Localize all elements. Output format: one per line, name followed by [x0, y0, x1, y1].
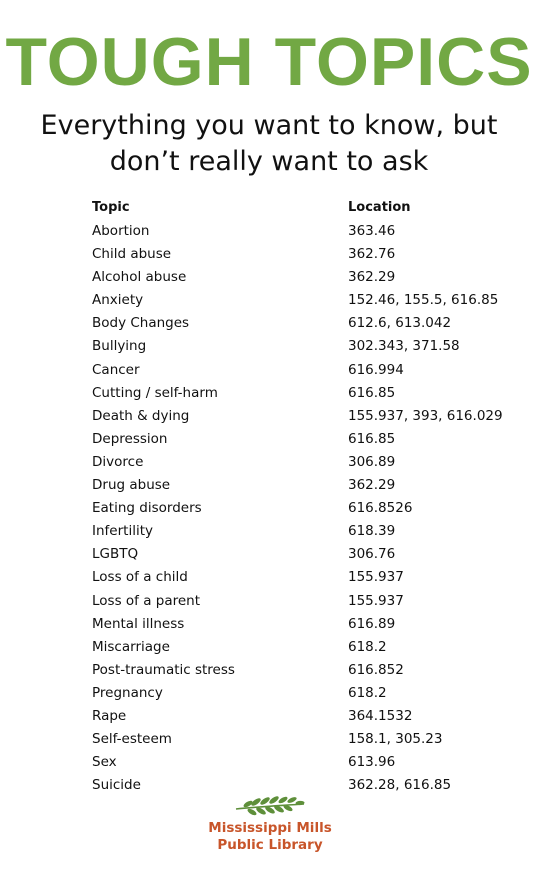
- table-row: Miscarriage 618.2: [92, 636, 512, 659]
- topic-cell: Child abuse: [92, 246, 172, 263]
- topic-cell: Divorce: [92, 453, 144, 470]
- topic-cell: LGBTQ: [92, 546, 139, 563]
- table-row: Death & dying 155.937, 393, 616.029: [92, 405, 512, 428]
- table-row: Infertility 618.39: [92, 520, 512, 543]
- topic-cell: Miscarriage: [92, 638, 170, 655]
- library-name-line-2: Public Library: [217, 837, 323, 853]
- table-row: Child abuse 362.76: [92, 243, 512, 266]
- location-cell: 302.343, 371.58: [348, 338, 460, 355]
- table-row: Self-esteem 158.1, 305.23: [92, 728, 512, 751]
- table-row: Loss of a child 155.937: [92, 566, 512, 589]
- table-row: Drug abuse 362.29: [92, 474, 512, 497]
- table-row: Suicide 362.28, 616.85: [92, 774, 512, 797]
- location-cell: 616.89: [348, 615, 396, 632]
- table-row: Alcohol abuse 362.29: [92, 266, 512, 289]
- location-cell: 364.1532: [348, 707, 413, 724]
- location-cell: 618.2: [348, 638, 387, 655]
- location-cell: 362.29: [348, 269, 396, 286]
- table-row: Anxiety 152.46, 155.5, 616.85: [92, 289, 512, 312]
- topic-cell: Depression: [92, 430, 168, 447]
- leaf-branch-icon: [235, 796, 305, 816]
- subtitle: Everything you want to know, but don’t r…: [20, 108, 518, 180]
- subtitle-line-1: Everything you want to know, but: [40, 110, 498, 141]
- table-row: Post-traumatic stress 616.852: [92, 659, 512, 682]
- topic-cell: Sex: [92, 754, 117, 771]
- location-cell: 155.937, 393, 616.029: [348, 407, 503, 424]
- location-cell: 362.76: [348, 246, 396, 263]
- location-cell: 616.852: [348, 661, 404, 678]
- table-row: Bullying 302.343, 371.58: [92, 335, 512, 358]
- topic-cell: Drug abuse: [92, 477, 171, 494]
- library-logo: Mississippi Mills Public Library: [190, 796, 350, 860]
- table-row: Divorce 306.89: [92, 451, 512, 474]
- topic-cell: Cutting / self-harm: [92, 384, 218, 401]
- location-cell: 363.46: [348, 223, 396, 239]
- location-cell: 616.85: [348, 384, 396, 401]
- location-cell: 362.29: [348, 477, 396, 494]
- topic-cell: Loss of a parent: [92, 592, 201, 609]
- table-row: Sex 613.96: [92, 751, 512, 774]
- location-cell: 158.1, 305.23: [348, 731, 443, 748]
- table-body: Abortion 363.46 Child abuse 362.76 Alcohol a…: [92, 220, 512, 797]
- topic-cell: Eating disorders: [92, 500, 202, 517]
- topic-cell: Bullying: [92, 338, 147, 355]
- location-cell: 616.8526: [348, 500, 413, 517]
- location-cell: 152.46, 155.5, 616.85: [348, 292, 499, 309]
- topic-cell: Body Changes: [92, 315, 190, 332]
- location-cell: 362.28, 616.85: [348, 777, 452, 794]
- location-cell: 613.96: [348, 754, 396, 771]
- table-row: Pregnancy 618.2: [92, 682, 512, 705]
- library-name: Mississippi Mills Public Library: [190, 820, 350, 854]
- page-title: TOUGH TOPICS: [5, 24, 533, 100]
- table-row: Abortion 363.46: [92, 220, 512, 243]
- table-row: Loss of a parent 155.937: [92, 590, 512, 613]
- location-cell: 155.937: [348, 592, 404, 609]
- table-row: Eating disorders 616.8526: [92, 497, 512, 520]
- table-header-row: Topic Location: [92, 196, 512, 220]
- topic-cell: Alcohol abuse: [92, 269, 187, 286]
- topic-cell: Suicide: [92, 777, 141, 794]
- location-cell: 618.2: [348, 684, 387, 701]
- subtitle-line-2: don’t really want to ask: [109, 146, 429, 177]
- topics-table: Topic Location Abortion 363.46 Child abuse…: [92, 196, 512, 797]
- topic-cell: Abortion: [92, 223, 150, 239]
- topic-cell: Mental illness: [92, 615, 185, 632]
- topic-cell: Rape: [92, 707, 127, 724]
- location-cell: 612.6, 613.042: [348, 315, 452, 332]
- topic-cell: Loss of a child: [92, 569, 188, 586]
- table-row: LGBTQ 306.76: [92, 543, 512, 566]
- header-location: Location: [348, 200, 411, 215]
- table-row: Mental illness 616.89: [92, 613, 512, 636]
- topic-cell: Anxiety: [92, 292, 144, 309]
- table-row: Depression 616.85: [92, 428, 512, 451]
- location-cell: 155.937: [348, 569, 404, 586]
- location-cell: 618.39: [348, 523, 396, 540]
- topic-cell: Self-esteem: [92, 731, 172, 748]
- location-cell: 306.89: [348, 453, 396, 470]
- table-row: Body Changes 612.6, 613.042: [92, 312, 512, 335]
- topic-cell: Cancer: [92, 361, 140, 378]
- location-cell: 616.994: [348, 361, 404, 378]
- topic-cell: Death & dying: [92, 407, 190, 424]
- header-topic: Topic: [92, 200, 130, 215]
- location-cell: 306.76: [348, 546, 396, 563]
- topic-cell: Post-traumatic stress: [92, 661, 235, 678]
- topic-cell: Pregnancy: [92, 684, 163, 701]
- location-cell: 616.85: [348, 430, 396, 447]
- topic-cell: Infertility: [92, 523, 153, 540]
- table-row: Rape 364.1532: [92, 705, 512, 728]
- table-row: Cutting / self-harm 616.85: [92, 382, 512, 405]
- library-name-line-1: Mississippi Mills: [208, 820, 332, 836]
- table-row: Cancer 616.994: [92, 359, 512, 382]
